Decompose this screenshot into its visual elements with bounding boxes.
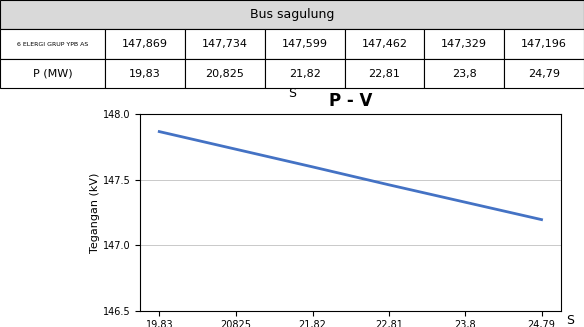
Text: P (MW): P (MW) xyxy=(33,69,72,78)
Text: 147,462: 147,462 xyxy=(361,39,408,49)
Text: S: S xyxy=(288,87,296,100)
Text: 147,734: 147,734 xyxy=(202,39,248,49)
Bar xyxy=(105,59,185,88)
Text: 6 ELERGI GRUP YPB AS: 6 ELERGI GRUP YPB AS xyxy=(17,42,88,47)
Bar xyxy=(425,29,504,59)
Bar xyxy=(265,29,345,59)
Text: 21,82: 21,82 xyxy=(288,69,321,78)
Text: 24,79: 24,79 xyxy=(528,69,560,78)
Bar xyxy=(345,29,425,59)
Bar xyxy=(425,59,504,88)
Text: Bus sagulung: Bus sagulung xyxy=(250,8,334,21)
Text: 147,196: 147,196 xyxy=(521,39,567,49)
Bar xyxy=(185,59,265,88)
Bar xyxy=(0,29,105,59)
Text: 147,869: 147,869 xyxy=(122,39,168,49)
Bar xyxy=(504,59,584,88)
Text: 19,83: 19,83 xyxy=(129,69,161,78)
Bar xyxy=(345,59,425,88)
Y-axis label: Tegangan (kV): Tegangan (kV) xyxy=(90,172,100,253)
Bar xyxy=(0,0,584,29)
Bar xyxy=(504,29,584,59)
Text: 22,81: 22,81 xyxy=(369,69,401,78)
Text: 20,825: 20,825 xyxy=(206,69,244,78)
Bar xyxy=(265,59,345,88)
Text: 23,8: 23,8 xyxy=(452,69,477,78)
Text: 147,329: 147,329 xyxy=(442,39,487,49)
Bar xyxy=(185,29,265,59)
Bar xyxy=(105,29,185,59)
Text: 147,599: 147,599 xyxy=(281,39,328,49)
Title: P - V: P - V xyxy=(329,92,372,110)
Bar xyxy=(0,59,105,88)
Text: S: S xyxy=(566,314,575,327)
